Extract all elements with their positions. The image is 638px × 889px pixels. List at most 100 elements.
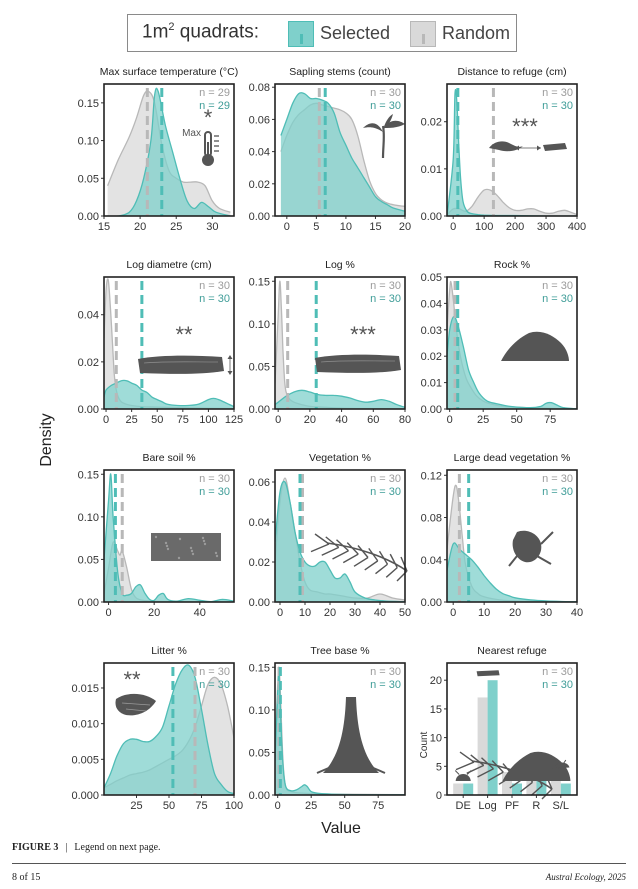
plot-area [275,280,405,409]
sapling-icon [363,114,405,159]
plot-area [104,278,234,409]
soil-speck [215,554,219,558]
frond-leaflet [353,556,369,567]
y-tick-label: 0.05 [249,361,270,373]
x-tick-label: 50 [163,800,175,812]
y-tick-label: 0.15 [78,469,99,481]
y-tick-label: 0.08 [249,82,270,94]
panel-title: Rock % [494,259,530,271]
y-tick-label: 0.005 [71,754,99,766]
panel-title: Distance to refuge (cm) [457,66,566,78]
x-tick-label: 5 [313,221,319,233]
y-tick-label: 20 [430,675,442,687]
panel-title: Nearest refuge [477,645,547,657]
plot-area [280,88,405,216]
x-tick-label: 30 [206,221,218,233]
frond-leaflet [332,550,349,560]
n-selected-label: n = 30 [370,100,401,112]
plot-area [447,280,577,409]
x-tick-label: 0 [450,607,456,619]
soil-speck [177,556,181,560]
frond-leaflet [321,546,340,556]
n-random-label: n = 30 [542,87,573,99]
soil-patch [151,533,221,561]
rock-shape [501,331,569,361]
significance-stars: * [204,105,213,130]
n-selected-label: n = 30 [542,293,573,305]
log-shape [476,670,500,677]
n-selected-label: n = 29 [199,100,230,112]
frond-leaflet [314,533,330,545]
litter-veins [121,702,151,712]
x-tick-label: 300 [537,221,555,233]
y-tick-label: 0.04 [249,517,270,529]
n-selected-label: n = 30 [542,100,573,112]
category-label: PF [505,800,519,812]
panel-frame [446,83,578,217]
x-tick-label: 75 [544,414,556,426]
x-tick-label: 15 [98,221,110,233]
distance-arrowhead [515,145,519,151]
leaf-litter-icon [115,693,156,716]
branch-cluster [512,530,542,563]
panel-5: Log % 0 20 40 60 80 0.00 0.05 0.10 0.15 *** n = 30n… [249,259,412,426]
x-tick-label: 40 [335,414,347,426]
y-tick-label: 0.02 [78,357,99,369]
frond-leaflet [368,547,379,562]
y-tick-label: 5 [436,761,442,773]
x-tick-label: 125 [225,414,243,426]
soil-speck [154,535,158,539]
y-tick-label: 15 [430,704,442,716]
y-tick-label: 10 [430,733,442,745]
frond-leaflet [375,563,388,575]
x-tick-label: 75 [372,800,384,812]
bar-selected [512,783,522,795]
panel-frame [103,276,235,410]
n-selected-label: n = 30 [199,679,230,691]
panel-frame [103,83,235,217]
soil-speck [191,552,195,556]
soil-speck [178,537,182,541]
plot-area [104,664,234,795]
frond-leaflet [364,560,379,571]
y-axis-title: Density [38,413,55,466]
panel-10: Litter % 25 50 75 100 0.000 0.005 0.010 0.015 ** n… [71,645,243,812]
soil-speck [165,544,169,548]
x-tick-label: 50 [339,800,351,812]
frond-leaflet [459,751,475,763]
rock-icon [501,331,569,361]
x-tick-label: 75 [177,414,189,426]
n-selected-label: n = 30 [199,293,230,305]
panel-8: Vegetation % 0 10 20 30 40 50 0.00 0.02 0.04 0.06 n… [249,452,412,619]
x-tick-label: 10 [478,607,490,619]
x-tick-label: 0 [275,800,281,812]
density-area-selected [447,542,577,602]
y-tick-label: 0.04 [421,555,442,567]
y-tick-label: 0.02 [249,557,270,569]
x-tick-label: 50 [511,414,523,426]
y-axis-label: Count [419,731,430,758]
icon-label: Max [182,128,201,139]
n-selected-label: n = 30 [370,679,401,691]
density-line-selected [275,389,405,408]
x-tick-label: 20 [509,607,521,619]
legend-title-rest: quadrats: [174,21,260,43]
tree-base-icon [316,697,386,774]
density-area-random [107,90,231,216]
density-line-selected [104,664,234,795]
density-area-selected [447,89,577,216]
y-tick-label: 0.05 [78,554,99,566]
panel-2: Sapling stems (count) 0 5 10 15 20 0.00 0.02 0.0… [249,66,412,233]
soil-speck [202,539,206,543]
y-tick-label: 0.15 [249,662,270,674]
caption-separator: | [65,842,68,853]
y-tick-label: 0.00 [78,211,99,223]
density-area-selected [107,88,231,216]
density-area-selected [280,92,405,216]
x-tick-label: 25 [477,414,489,426]
x-tick-label: 100 [475,221,493,233]
x-tick-label: 40 [194,607,206,619]
log-cover-icon [315,354,401,373]
y-tick-label: 0.04 [421,298,442,310]
log-grain [143,361,219,364]
